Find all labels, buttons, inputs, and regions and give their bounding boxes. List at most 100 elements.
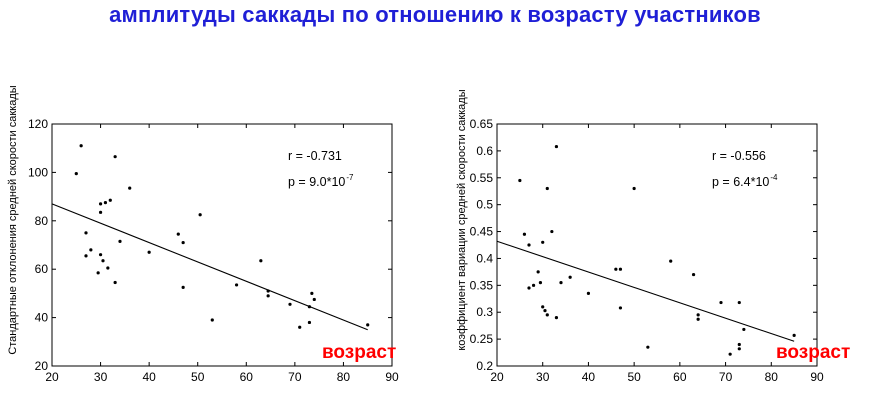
chart2-y-tick-label: 0.25 xyxy=(470,332,494,346)
chart2-x-axis-label: возраст xyxy=(776,342,850,363)
chart1-x-tick-label: 30 xyxy=(94,370,108,384)
chart2-x-tick-label: 40 xyxy=(582,370,596,384)
chart1-plot-frame xyxy=(51,123,393,367)
chart2-y-tick-label: 0.3 xyxy=(476,305,493,319)
chart2-data-point xyxy=(518,178,522,183)
chart1-data-point xyxy=(89,248,93,252)
chart1-data-point xyxy=(312,297,316,302)
chart2-data-point xyxy=(737,300,741,305)
chart1-x-tick-label: 20 xyxy=(45,370,59,384)
chart2-data-point xyxy=(543,309,547,313)
chart1-data-point xyxy=(181,285,185,289)
chart2-y-axis-label: коэффициент вариации средней скорости са… xyxy=(456,89,468,350)
chart2-data-point xyxy=(522,232,527,236)
chart2-data-point xyxy=(696,317,700,321)
chart2-data-point xyxy=(742,327,746,332)
chart1-data-point xyxy=(98,210,103,214)
chart1-data-point xyxy=(106,266,110,270)
chart1-data-point xyxy=(118,239,122,243)
chart2-p-exponent: -4 xyxy=(770,173,778,182)
chart2-data-point xyxy=(691,272,696,277)
chart2-x-tick-label: 90 xyxy=(810,370,824,384)
chart1-data-point xyxy=(366,323,370,327)
chart1-data-point xyxy=(113,155,117,159)
chart2-data-point xyxy=(527,243,531,247)
chart1-data-point xyxy=(108,198,112,202)
chart2-data-point xyxy=(538,281,543,285)
chart2-p-value: p = 6.4*10 xyxy=(712,175,769,189)
chart2-data-point xyxy=(541,305,545,309)
chart2-data-point xyxy=(536,270,540,274)
chart1-y-tick-label: 80 xyxy=(35,214,49,228)
chart2-data-point xyxy=(618,267,623,271)
chart2-data-point xyxy=(586,291,591,295)
chart2-y-tick-label: 0.6 xyxy=(476,144,493,158)
chart2-x-tick-label: 20 xyxy=(490,370,504,384)
chart1-y-axis-label: Стандартные отклонения средней скорости … xyxy=(7,85,19,354)
chart2-data-point xyxy=(632,186,636,191)
chart1-data-point xyxy=(84,231,88,235)
chart2-y-tick-label: 0.65 xyxy=(470,117,494,131)
chart2-data-point xyxy=(728,352,732,356)
chart2-data-point xyxy=(531,283,536,287)
chart1-data-point xyxy=(210,318,214,322)
chart2-data-point xyxy=(669,259,673,263)
chart1-data-point xyxy=(98,202,103,206)
chart2-group: 20 30 40 50 60 70 80 90 0.2 0.25 0.3 0.35 0.4 0.45 0.5… xyxy=(456,89,850,384)
chart1-data-point xyxy=(84,254,88,258)
chart2-x-tick-label: 70 xyxy=(719,370,733,384)
chart2-data-point xyxy=(646,345,650,349)
chart1-data-point xyxy=(128,186,132,190)
chart2-data-point xyxy=(568,275,572,279)
chart2-y-tick-label: 0.35 xyxy=(470,278,494,292)
slide-title: амплитуды саккады по отношению к возраст… xyxy=(109,2,761,27)
chart1-x-tick-label: 60 xyxy=(240,370,254,384)
chart1-group: 20 30 40 50 60 70 80 90 20 40 60 80 100 120 Стандартны… xyxy=(7,85,399,384)
chart1-data-point xyxy=(288,302,292,306)
chart2-data-point xyxy=(527,286,531,290)
chart1-p-exponent: -7 xyxy=(346,173,354,182)
chart1-data-point xyxy=(266,294,270,298)
chart2-y-tick-label: 0.45 xyxy=(470,225,494,239)
chart2-y-tick-label: 0.55 xyxy=(470,171,494,185)
chart1-data-point xyxy=(266,289,270,293)
chart1-y-tick-label: 100 xyxy=(28,165,48,179)
chart1-data-point xyxy=(307,320,312,325)
chart1-data-point xyxy=(198,213,202,217)
chart2-plot-frame xyxy=(496,123,818,367)
chart1-data-point xyxy=(147,250,151,254)
chart1-data-point xyxy=(307,305,312,309)
chart1-y-tick-label: 60 xyxy=(35,262,49,276)
chart2-data-point xyxy=(559,281,563,285)
chart1-y-tick-label: 120 xyxy=(28,117,48,131)
chart2-r-value: r = -0.556 xyxy=(712,149,766,163)
chart1-r-value: r = -0.731 xyxy=(288,149,342,163)
chart2-data-point xyxy=(554,316,559,320)
chart1-data-point xyxy=(298,325,302,329)
chart1-x-tick-label: 40 xyxy=(142,370,156,384)
chart1-data-point xyxy=(74,172,78,176)
chart2-regression-line xyxy=(496,240,795,342)
chart2-data-point xyxy=(541,240,545,244)
chart2-data-point xyxy=(618,306,623,310)
chart1-data-point xyxy=(103,201,108,205)
chart1-data-point xyxy=(310,291,314,295)
chart1-data-point xyxy=(181,240,185,245)
chart1-data-point xyxy=(98,253,103,257)
chart1-p-value: p = 9.0*10 xyxy=(288,175,345,189)
chart2-x-tick-label: 50 xyxy=(627,370,641,384)
chart1-x-tick-label: 90 xyxy=(385,370,399,384)
chart2-data-point xyxy=(550,229,554,234)
chart1-y-tick-label: 40 xyxy=(35,311,49,325)
chart1-data-point xyxy=(113,280,117,285)
chart2-data-point xyxy=(737,347,741,351)
chart2-y-tick-label: 0.2 xyxy=(476,359,493,373)
chart1-x-axis-label: возраст xyxy=(322,342,396,363)
chart2-data-point xyxy=(696,313,700,317)
chart1-data-point xyxy=(234,283,239,287)
chart2-x-tick-label: 30 xyxy=(536,370,550,384)
chart2-data-point xyxy=(737,342,741,347)
chart1-x-tick-label: 50 xyxy=(191,370,205,384)
chart1-data-point xyxy=(259,259,263,263)
